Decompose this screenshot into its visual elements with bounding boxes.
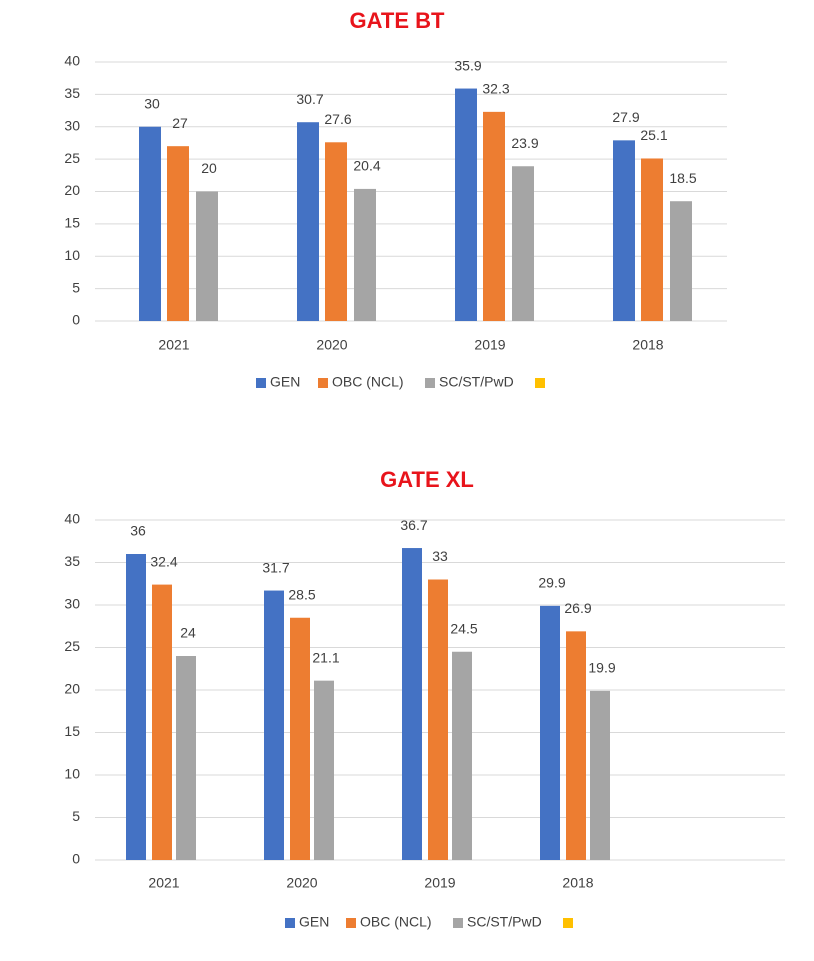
data-label: 21.1 <box>312 649 339 665</box>
legend-swatch <box>285 918 295 928</box>
data-label: 32.4 <box>150 553 177 569</box>
y-tick-label: 40 <box>64 53 80 69</box>
y-tick-label: 0 <box>72 312 80 328</box>
data-label: 27.6 <box>324 111 351 127</box>
bar <box>428 579 448 860</box>
y-tick-label: 0 <box>72 851 80 867</box>
bar <box>540 605 560 860</box>
data-label: 33 <box>432 548 448 564</box>
bar <box>152 584 172 860</box>
y-tick-label: 30 <box>64 117 80 133</box>
legend-swatch <box>535 378 545 388</box>
y-tick-label: 15 <box>64 215 80 231</box>
y-tick-label: 35 <box>64 553 80 569</box>
data-label: 32.3 <box>482 81 509 97</box>
data-label: 36 <box>130 523 146 539</box>
chart-title: GATE BT <box>350 8 445 33</box>
bar <box>314 680 334 860</box>
bar <box>139 126 161 321</box>
x-tick-label: 2018 <box>562 875 593 891</box>
data-label: 27.9 <box>612 109 639 125</box>
data-label: 36.7 <box>400 517 427 533</box>
bar <box>455 88 477 321</box>
x-tick-label: 2018 <box>632 337 663 353</box>
bar <box>297 122 319 321</box>
legend-swatch <box>256 378 266 388</box>
legend-swatch <box>318 378 328 388</box>
data-label: 20 <box>201 160 217 176</box>
bar <box>670 201 692 321</box>
y-tick-label: 5 <box>72 279 80 295</box>
y-tick-label: 10 <box>64 766 80 782</box>
legend-label: SC/ST/PwD <box>467 914 542 930</box>
legend-swatch <box>453 918 463 928</box>
y-tick-label: 20 <box>64 681 80 697</box>
y-tick-label: 25 <box>64 150 80 166</box>
data-label: 30 <box>144 95 160 111</box>
x-tick-label: 2020 <box>316 337 347 353</box>
bar <box>290 617 310 860</box>
bar <box>613 140 635 321</box>
y-tick-label: 30 <box>64 596 80 612</box>
y-tick-label: 5 <box>72 808 80 824</box>
data-label: 20.4 <box>353 158 380 174</box>
data-label: 27 <box>172 115 188 131</box>
x-tick-label: 2019 <box>424 875 455 891</box>
bar <box>196 191 218 321</box>
y-tick-label: 20 <box>64 182 80 198</box>
bar <box>512 166 534 321</box>
bar <box>566 631 586 860</box>
bar <box>264 590 284 860</box>
bar <box>325 142 347 321</box>
x-tick-label: 2020 <box>286 875 317 891</box>
legend-label: OBC (NCL) <box>360 914 432 930</box>
data-label: 26.9 <box>564 600 591 616</box>
y-tick-label: 15 <box>64 723 80 739</box>
data-label: 28.5 <box>288 586 315 602</box>
bar <box>452 651 472 860</box>
legend-swatch <box>563 918 573 928</box>
legend-label: GEN <box>270 374 300 390</box>
y-tick-label: 10 <box>64 247 80 263</box>
data-label: 29.9 <box>538 575 565 591</box>
data-label: 24.5 <box>450 620 477 636</box>
legend-label: SC/ST/PwD <box>439 374 514 390</box>
legend-label: OBC (NCL) <box>332 374 404 390</box>
data-label: 19.9 <box>588 660 615 676</box>
chart-title: GATE XL <box>380 467 474 492</box>
y-tick-label: 25 <box>64 638 80 654</box>
legend-label: GEN <box>299 914 329 930</box>
data-label: 24 <box>180 625 196 641</box>
data-label: 31.7 <box>262 559 289 575</box>
bar <box>126 554 146 860</box>
x-tick-label: 2019 <box>474 337 505 353</box>
data-label: 35.9 <box>454 57 481 73</box>
data-label: 25.1 <box>640 127 667 143</box>
bar <box>483 111 505 321</box>
y-tick-label: 35 <box>64 85 80 101</box>
bar <box>641 158 663 321</box>
bar <box>402 548 422 860</box>
legend-swatch <box>425 378 435 388</box>
data-label: 30.7 <box>296 91 323 107</box>
bar <box>590 690 610 860</box>
x-tick-label: 2021 <box>158 337 189 353</box>
y-tick-label: 40 <box>64 511 80 527</box>
data-label: 18.5 <box>669 170 696 186</box>
legend-swatch <box>346 918 356 928</box>
data-label: 23.9 <box>511 135 538 151</box>
bar <box>167 146 189 321</box>
bar <box>354 188 376 321</box>
x-tick-label: 2021 <box>148 875 179 891</box>
bar <box>176 656 196 860</box>
